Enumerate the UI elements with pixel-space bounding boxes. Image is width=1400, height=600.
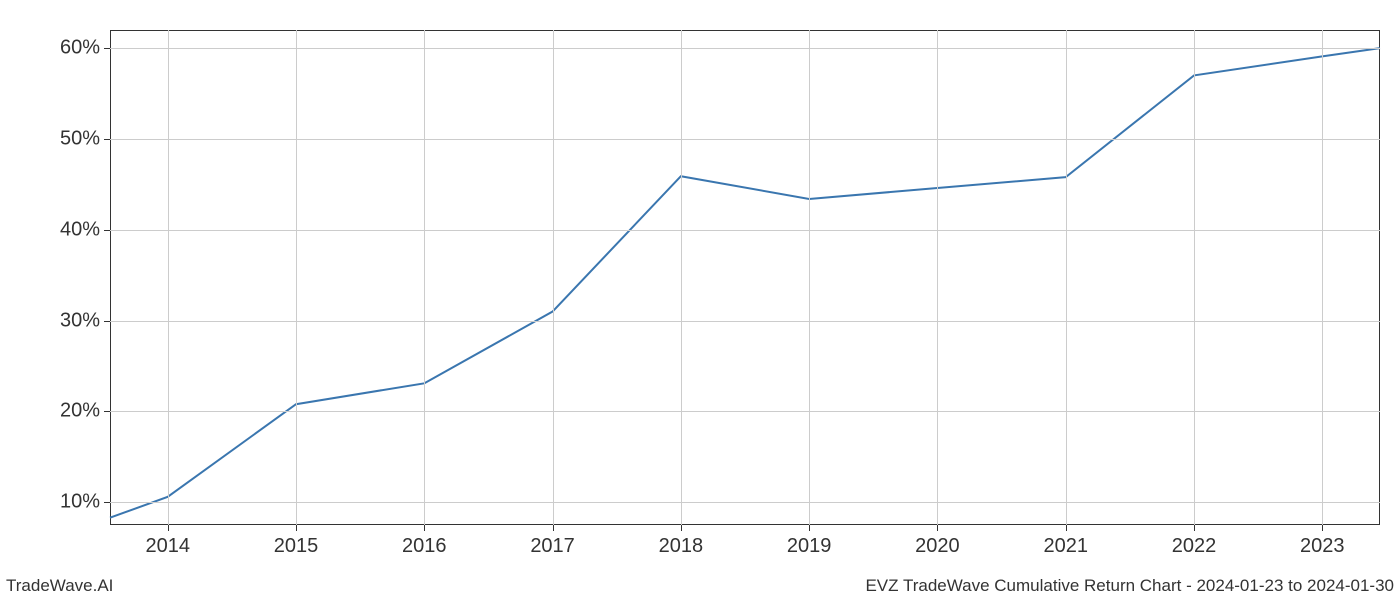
grid-line-vertical — [168, 30, 169, 525]
x-tick — [168, 525, 169, 531]
grid-line-vertical — [553, 30, 554, 525]
x-tick-label: 2023 — [1300, 535, 1345, 558]
footer-left-label: TradeWave.AI — [6, 576, 113, 596]
x-tick-label: 2020 — [915, 535, 960, 558]
y-tick-label: 30% — [50, 309, 100, 332]
grid-line-horizontal — [110, 139, 1380, 140]
grid-line-horizontal — [110, 48, 1380, 49]
y-tick — [104, 321, 110, 322]
y-tick-label: 60% — [50, 37, 100, 60]
x-tick-label: 2015 — [274, 535, 319, 558]
grid-line-horizontal — [110, 230, 1380, 231]
grid-line-vertical — [424, 30, 425, 525]
plot-area: 2014201520162017201820192020202120222023… — [110, 30, 1380, 525]
x-tick — [424, 525, 425, 531]
return-line — [110, 48, 1380, 518]
y-tick — [104, 48, 110, 49]
line-series — [110, 30, 1380, 525]
grid-line-vertical — [1066, 30, 1067, 525]
y-tick — [104, 502, 110, 503]
grid-line-vertical — [1322, 30, 1323, 525]
grid-line-horizontal — [110, 321, 1380, 322]
x-tick-label: 2019 — [787, 535, 832, 558]
x-tick — [1322, 525, 1323, 531]
x-tick-label: 2022 — [1172, 535, 1217, 558]
x-tick — [937, 525, 938, 531]
y-tick — [104, 139, 110, 140]
grid-line-vertical — [296, 30, 297, 525]
footer-right-label: EVZ TradeWave Cumulative Return Chart - … — [865, 576, 1394, 596]
x-tick — [809, 525, 810, 531]
grid-line-vertical — [809, 30, 810, 525]
grid-line-horizontal — [110, 502, 1380, 503]
x-tick-label: 2014 — [145, 535, 190, 558]
grid-line-vertical — [681, 30, 682, 525]
y-tick-label: 10% — [50, 491, 100, 514]
y-tick-label: 50% — [50, 127, 100, 150]
x-tick — [296, 525, 297, 531]
x-tick — [1194, 525, 1195, 531]
x-tick — [681, 525, 682, 531]
y-tick-label: 40% — [50, 218, 100, 241]
x-tick-label: 2016 — [402, 535, 447, 558]
x-tick-label: 2017 — [530, 535, 575, 558]
x-tick — [553, 525, 554, 531]
grid-line-vertical — [1194, 30, 1195, 525]
y-tick — [104, 230, 110, 231]
chart-container: 2014 2015 2016 2017 2018 2019 2020 2021 2022 2023… — [0, 0, 1400, 600]
y-tick-label: 20% — [50, 400, 100, 423]
x-tick — [1066, 525, 1067, 531]
y-tick — [104, 411, 110, 412]
x-tick-label: 2018 — [659, 535, 704, 558]
grid-line-vertical — [937, 30, 938, 525]
grid-line-horizontal — [110, 411, 1380, 412]
x-tick-label: 2021 — [1043, 535, 1088, 558]
